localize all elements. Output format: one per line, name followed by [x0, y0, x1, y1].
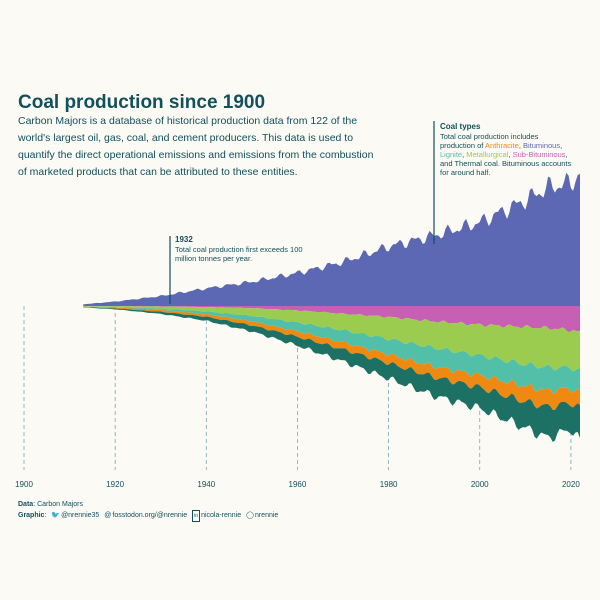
annotation-types-title: Coal types — [440, 122, 481, 131]
stream-areas — [83, 172, 580, 442]
annotation-types-line2: production of Anthracite, Bituminous, — [440, 141, 562, 150]
caption-data-label: Data — [18, 501, 34, 508]
anthracite-label: Anthracite — [485, 141, 519, 150]
annotation-types-line3: Lignite, Metallurgical, Sub-Bituminous, — [440, 150, 568, 159]
area-metallurgical — [83, 306, 580, 372]
x-tick-label-2000: 2000 — [471, 480, 489, 489]
x-tick-label-1920: 1920 — [106, 480, 124, 489]
area-sub-bituminous — [83, 306, 580, 333]
gridlines — [23, 306, 572, 470]
chart-subtitle: Carbon Majors is a database of historica… — [18, 115, 374, 178]
caption-graphic-label: Graphic — [18, 512, 45, 519]
line2-prefix: production of — [440, 141, 485, 150]
annotation-1932-title: 1932 — [175, 235, 193, 244]
bituminous-label: Bituminous — [523, 141, 560, 150]
annotation-1932: 1932 Total coal production first exceeds… — [169, 235, 303, 304]
line3-suffix: Bituminous accounts — [500, 159, 572, 168]
twitter-link[interactable]: @nrennie35 — [61, 512, 100, 519]
annotation-types-line4: and Thermal coal. Bituminous accounts — [440, 159, 571, 168]
caption-data-row: Data: Carbon Majors — [18, 501, 83, 508]
linkedin-icon: in — [192, 510, 201, 522]
subbituminous-label: Sub-Bituminous — [513, 150, 566, 159]
twitter-icon: 🐦 — [51, 512, 61, 519]
x-tick-label-1940: 1940 — [197, 480, 215, 489]
mastodon-link[interactable]: fosstodon.org/@nrennie — [112, 512, 188, 519]
annotation-1932-line1: Total coal production first exceeds 100 — [175, 245, 303, 254]
caption: Data: Carbon Majors Graphic: 🐦@nrennie35… — [18, 500, 278, 522]
mastodon-icon: @ — [104, 512, 112, 519]
annotation-types-line1: Total coal production includes — [440, 132, 539, 141]
lignite-label: Lignite — [440, 150, 462, 159]
github-icon: ◯ — [246, 512, 254, 519]
x-axis-ticks: 1900 1920 1940 1960 1980 2000 2020 — [15, 480, 580, 489]
linkedin-link[interactable]: nicola-rennie — [201, 512, 242, 519]
x-tick-label-1980: 1980 — [380, 480, 398, 489]
annotation-types-line5: for around half. — [440, 168, 490, 177]
x-tick-label-1960: 1960 — [289, 480, 307, 489]
line4-prefix: and — [440, 159, 454, 168]
metallurgical-label: Metallurgical — [466, 150, 508, 159]
line4-suffix: . — [498, 159, 500, 168]
annotation-1932-line2: million tonnes per year. — [175, 254, 252, 263]
area-bituminous — [83, 172, 580, 306]
caption-graphic-row: Graphic: 🐦@nrennie35 @fosstodon.org/@nre… — [18, 510, 278, 522]
x-tick-label-1900: 1900 — [15, 480, 33, 489]
thermal-label: Thermal coal — [454, 159, 498, 168]
caption-data-value: Carbon Majors — [37, 501, 83, 508]
annotation-coal-types: Coal types Total coal production include… — [433, 121, 571, 244]
chart-title: Coal production since 1900 — [18, 92, 266, 113]
x-tick-label-2020: 2020 — [562, 480, 580, 489]
github-link[interactable]: nrennie — [254, 512, 279, 519]
